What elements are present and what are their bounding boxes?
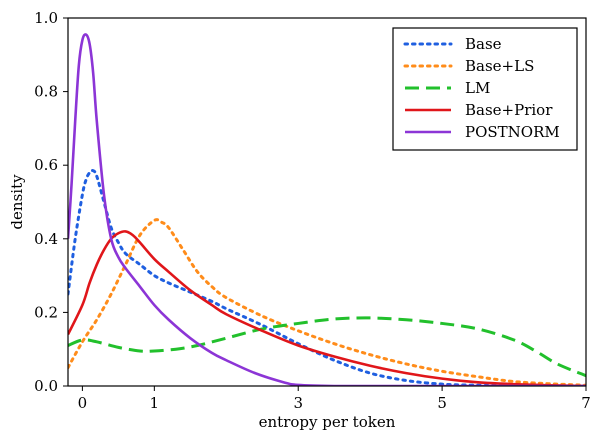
x-tick-label: 7 (581, 394, 591, 412)
series-line-lm (68, 316, 586, 378)
y-tick-label: 0.0 (34, 377, 58, 395)
y-tick-label: 0.8 (34, 83, 58, 101)
x-axis: 0 1 3 5 7 (78, 386, 591, 412)
legend-label: LM (465, 79, 490, 97)
legend-label: Base (465, 35, 502, 53)
y-axis: 0.0 0.2 0.4 0.6 0.8 1.0 (34, 9, 68, 395)
legend-label: Base+LS (465, 57, 534, 75)
legend-box (392, 27, 578, 151)
y-tick-label: 0.6 (34, 156, 58, 174)
x-tick-label: 5 (437, 394, 447, 412)
x-tick-label: 3 (293, 394, 303, 412)
x-tick-label: 1 (150, 394, 160, 412)
plot-frame (67, 17, 587, 387)
series-line-base (68, 169, 586, 386)
y-tick-label: 0.4 (34, 230, 58, 248)
x-axis-label: entropy per token (259, 413, 396, 431)
legend: Base Base+LS LM Base+Prior POSTNORM (392, 27, 578, 151)
y-axis-label: density (8, 174, 26, 230)
legend-label: POSTNORM (465, 123, 560, 141)
series-line-base-ls (68, 218, 586, 386)
series-line-base-prior (68, 230, 586, 386)
y-tick-label: 0.2 (34, 303, 58, 321)
y-tick-label: 1.0 (34, 9, 58, 27)
legend-label: Base+Prior (465, 101, 553, 119)
x-tick-label: 0 (78, 394, 88, 412)
